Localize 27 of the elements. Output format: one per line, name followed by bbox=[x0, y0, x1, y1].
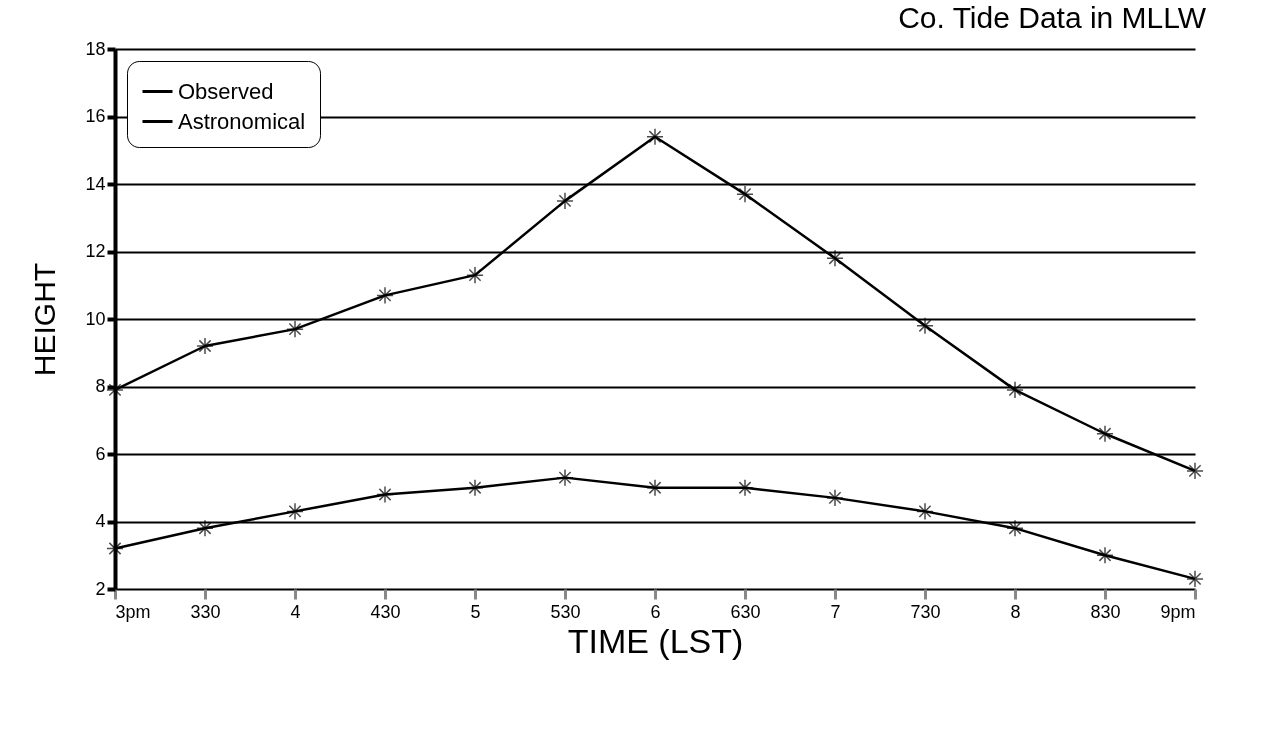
chart-title: Co. Tide Data in MLLW bbox=[898, 1, 1207, 34]
x-tick-label: 530 bbox=[550, 601, 581, 622]
x-tick-label: 330 bbox=[190, 601, 221, 622]
y-axis-title: HEIGHT bbox=[28, 262, 62, 377]
x-tick-label: 630 bbox=[730, 601, 761, 622]
y-tick-label: 10 bbox=[85, 308, 106, 329]
x-tick-label: 8 bbox=[1010, 601, 1021, 622]
x-tick-label: 7 bbox=[830, 601, 841, 622]
y-tick-label: 2 bbox=[95, 578, 106, 599]
x-tick-label: 3pm bbox=[115, 601, 151, 622]
x-tick-label: 830 bbox=[1090, 601, 1121, 622]
y-tick-label: 4 bbox=[95, 511, 106, 531]
x-tick-label: 430 bbox=[370, 601, 401, 622]
y-tick-label: 16 bbox=[85, 106, 106, 126]
x-tick-label: 4 bbox=[290, 601, 301, 622]
y-tick-label: 14 bbox=[85, 173, 106, 194]
legend-label: Astronomical bbox=[178, 108, 306, 134]
legend-label: Observed bbox=[178, 78, 274, 104]
y-tick-label: 18 bbox=[85, 38, 106, 59]
y-tick-label: 6 bbox=[95, 443, 106, 464]
x-tick-label: 730 bbox=[910, 601, 941, 622]
y-tick-label: 12 bbox=[85, 241, 106, 261]
x-tick-label: 5 bbox=[470, 601, 481, 622]
x-tick-label: 9pm bbox=[1160, 601, 1196, 622]
y-tick-label: 8 bbox=[95, 376, 106, 396]
x-axis-title: TIME (LST) bbox=[567, 621, 744, 660]
x-tick-label: 6 bbox=[650, 601, 661, 622]
